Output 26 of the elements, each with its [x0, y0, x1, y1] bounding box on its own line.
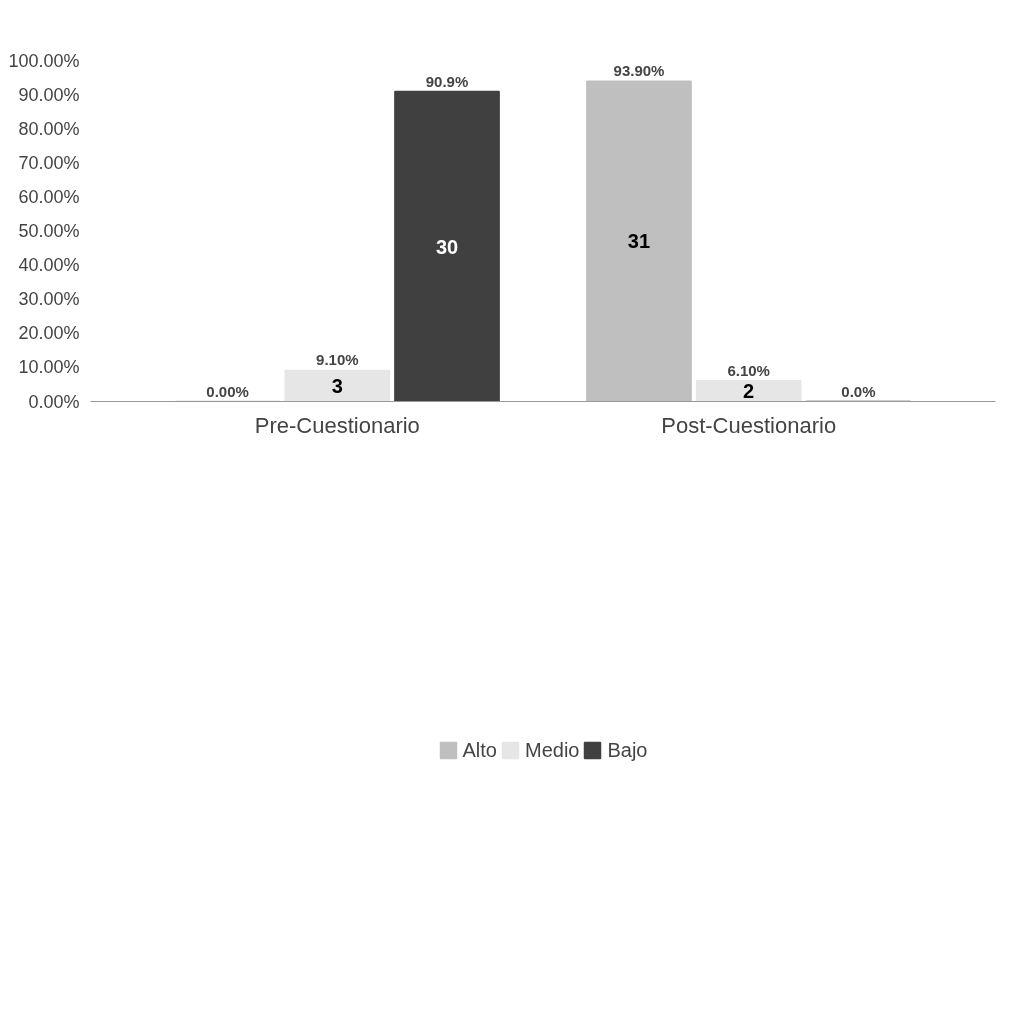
- y-tick-label: 10.00%: [18, 357, 80, 378]
- y-tick-label: 40.00%: [18, 255, 80, 276]
- y-tick-label: 30.00%: [18, 289, 80, 310]
- y-tick-label: 0.00%: [28, 391, 80, 412]
- y-tick-label: 90.00%: [18, 84, 80, 105]
- annotation: 31: [627, 230, 651, 253]
- y-tick-label: 60.00%: [18, 186, 80, 207]
- legend-label: Bajo: [607, 738, 648, 762]
- y-tick-label: 100.00%: [8, 50, 80, 71]
- data-label: 90.9%: [425, 72, 469, 90]
- data-label: 93.90%: [613, 62, 665, 80]
- legend-label: Alto: [462, 738, 497, 762]
- data-label: 6.10%: [727, 361, 770, 379]
- y-tick-label: 70.00%: [18, 152, 80, 173]
- annotation: 3: [331, 374, 343, 397]
- annotation: 2: [743, 380, 755, 403]
- annotation: 30: [435, 235, 459, 258]
- x-tick-label: Pre-Cuestionario: [254, 412, 420, 438]
- y-tick-label: 50.00%: [18, 221, 80, 241]
- x-tick-label: Post-Cuestionario: [661, 412, 837, 438]
- legend-label: Medio: [524, 738, 580, 762]
- data-label: 0.0%: [841, 382, 876, 400]
- y-tick-label: 80.00%: [18, 118, 80, 139]
- data-label: 0.00%: [206, 382, 249, 400]
- y-tick-label: 20.00%: [18, 323, 80, 344]
- data-label: 9.10%: [316, 351, 359, 369]
